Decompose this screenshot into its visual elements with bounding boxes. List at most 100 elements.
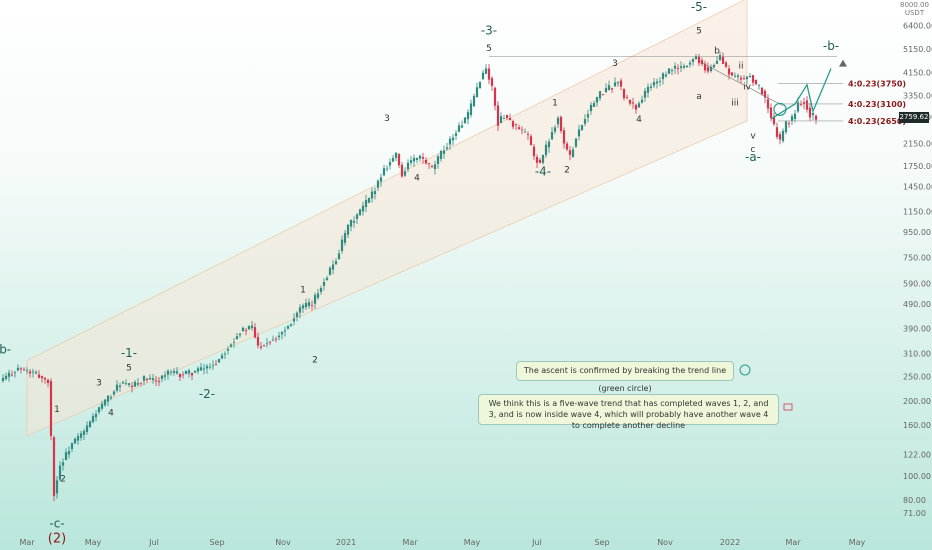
- candle-body: [682, 65, 686, 68]
- candle-body: [655, 81, 659, 84]
- candle-body: [244, 330, 248, 332]
- candle-body: [232, 341, 236, 343]
- candle-body: [769, 107, 773, 118]
- candle-body: [622, 88, 626, 99]
- x-tick-label: 2022: [720, 538, 740, 547]
- wave-label: a: [696, 92, 702, 102]
- candle-body: [763, 90, 767, 98]
- wave-label: 1: [54, 405, 60, 415]
- candle-body: [496, 105, 500, 126]
- y-tick-label: 1750.00: [903, 162, 932, 171]
- wave-label: 3: [96, 379, 102, 389]
- candle-body: [19, 368, 23, 370]
- candle-body: [529, 136, 533, 146]
- candle-body: [43, 377, 47, 380]
- candle-body: [751, 75, 755, 83]
- summary-note[interactable]: We think this is a five-wave trend that …: [478, 394, 779, 430]
- candle-body: [58, 465, 62, 480]
- candle-body: [127, 383, 131, 386]
- wave-label: -a-: [745, 150, 761, 164]
- y-tick-label: 4150.00: [903, 68, 932, 77]
- candle-body: [142, 376, 146, 381]
- candle-body: [556, 117, 560, 125]
- candle-body: [139, 382, 143, 384]
- candle-body: [424, 160, 428, 164]
- wave-label: (2): [48, 532, 66, 547]
- candle-body: [448, 138, 452, 145]
- candle-body: [346, 224, 350, 235]
- candle-body: [466, 112, 470, 120]
- candle-body: [352, 220, 356, 223]
- wave-label: 3: [612, 59, 618, 69]
- candle-body: [469, 103, 473, 116]
- candle-body: [145, 378, 149, 380]
- candle-body: [781, 130, 785, 142]
- wave-label: b: [714, 46, 720, 56]
- candle-body: [565, 143, 569, 150]
- candle-body: [319, 287, 323, 292]
- candle-body: [364, 200, 368, 208]
- candle-body: [652, 82, 656, 86]
- candle-body: [28, 371, 32, 374]
- candle-body: [739, 77, 743, 80]
- candle-body: [796, 102, 800, 112]
- candle-body: [199, 367, 203, 371]
- candle-body: [748, 76, 752, 78]
- candle-body: [475, 87, 479, 98]
- candle-body: [13, 372, 17, 374]
- candle-body: [580, 125, 584, 131]
- wave-label: 4: [636, 115, 642, 125]
- candle-body: [400, 164, 404, 177]
- x-tick-label: Mar: [402, 538, 418, 547]
- candle-body: [499, 116, 503, 124]
- candle-body: [25, 370, 29, 372]
- candle-body: [736, 75, 740, 78]
- candle-body: [679, 66, 683, 68]
- candle-body: [571, 149, 575, 157]
- candle-body: [508, 118, 512, 121]
- candle-body: [613, 82, 617, 87]
- level-label: 4:0.23(3750): [848, 79, 906, 88]
- candle-body: [544, 144, 548, 156]
- candle-body: [604, 88, 608, 93]
- candle-body: [397, 154, 401, 166]
- candle-body: [745, 76, 749, 80]
- candle-body: [412, 158, 416, 162]
- candle-body: [778, 134, 782, 140]
- wave-label: 1: [552, 99, 558, 109]
- candle-body: [67, 450, 71, 455]
- candle-body: [439, 150, 443, 159]
- candle-body: [691, 59, 695, 62]
- candle-body: [487, 68, 491, 80]
- y-tick-label: 950.00: [903, 228, 931, 237]
- candle-body: [760, 87, 764, 94]
- candle-body: [7, 372, 11, 377]
- candle-body: [358, 209, 362, 216]
- candle-body: [730, 72, 734, 76]
- candle-body: [325, 277, 329, 281]
- candle-body: [583, 119, 587, 124]
- candle-body: [121, 382, 125, 384]
- candle-body: [85, 425, 89, 432]
- y-tick-label: 160.00: [903, 421, 931, 430]
- candle-body: [37, 374, 41, 378]
- candle-body: [55, 480, 59, 494]
- candle-body: [538, 159, 542, 163]
- candle-body: [787, 123, 791, 124]
- candle-body: [688, 62, 692, 65]
- candle-body: [553, 127, 557, 132]
- confirm-note[interactable]: The ascent is confirmed by breaking the …: [516, 361, 734, 393]
- candle-body: [415, 157, 419, 160]
- candle-body: [238, 333, 242, 336]
- candle-body: [517, 127, 521, 130]
- wave-label: iv: [743, 82, 752, 92]
- candle-body: [421, 156, 425, 159]
- candle-body: [379, 177, 383, 182]
- candle-body: [280, 332, 284, 335]
- candle-body: [271, 339, 275, 341]
- x-tick-label: Nov: [657, 538, 673, 547]
- candle-body: [61, 462, 65, 466]
- candle-body: [76, 436, 80, 441]
